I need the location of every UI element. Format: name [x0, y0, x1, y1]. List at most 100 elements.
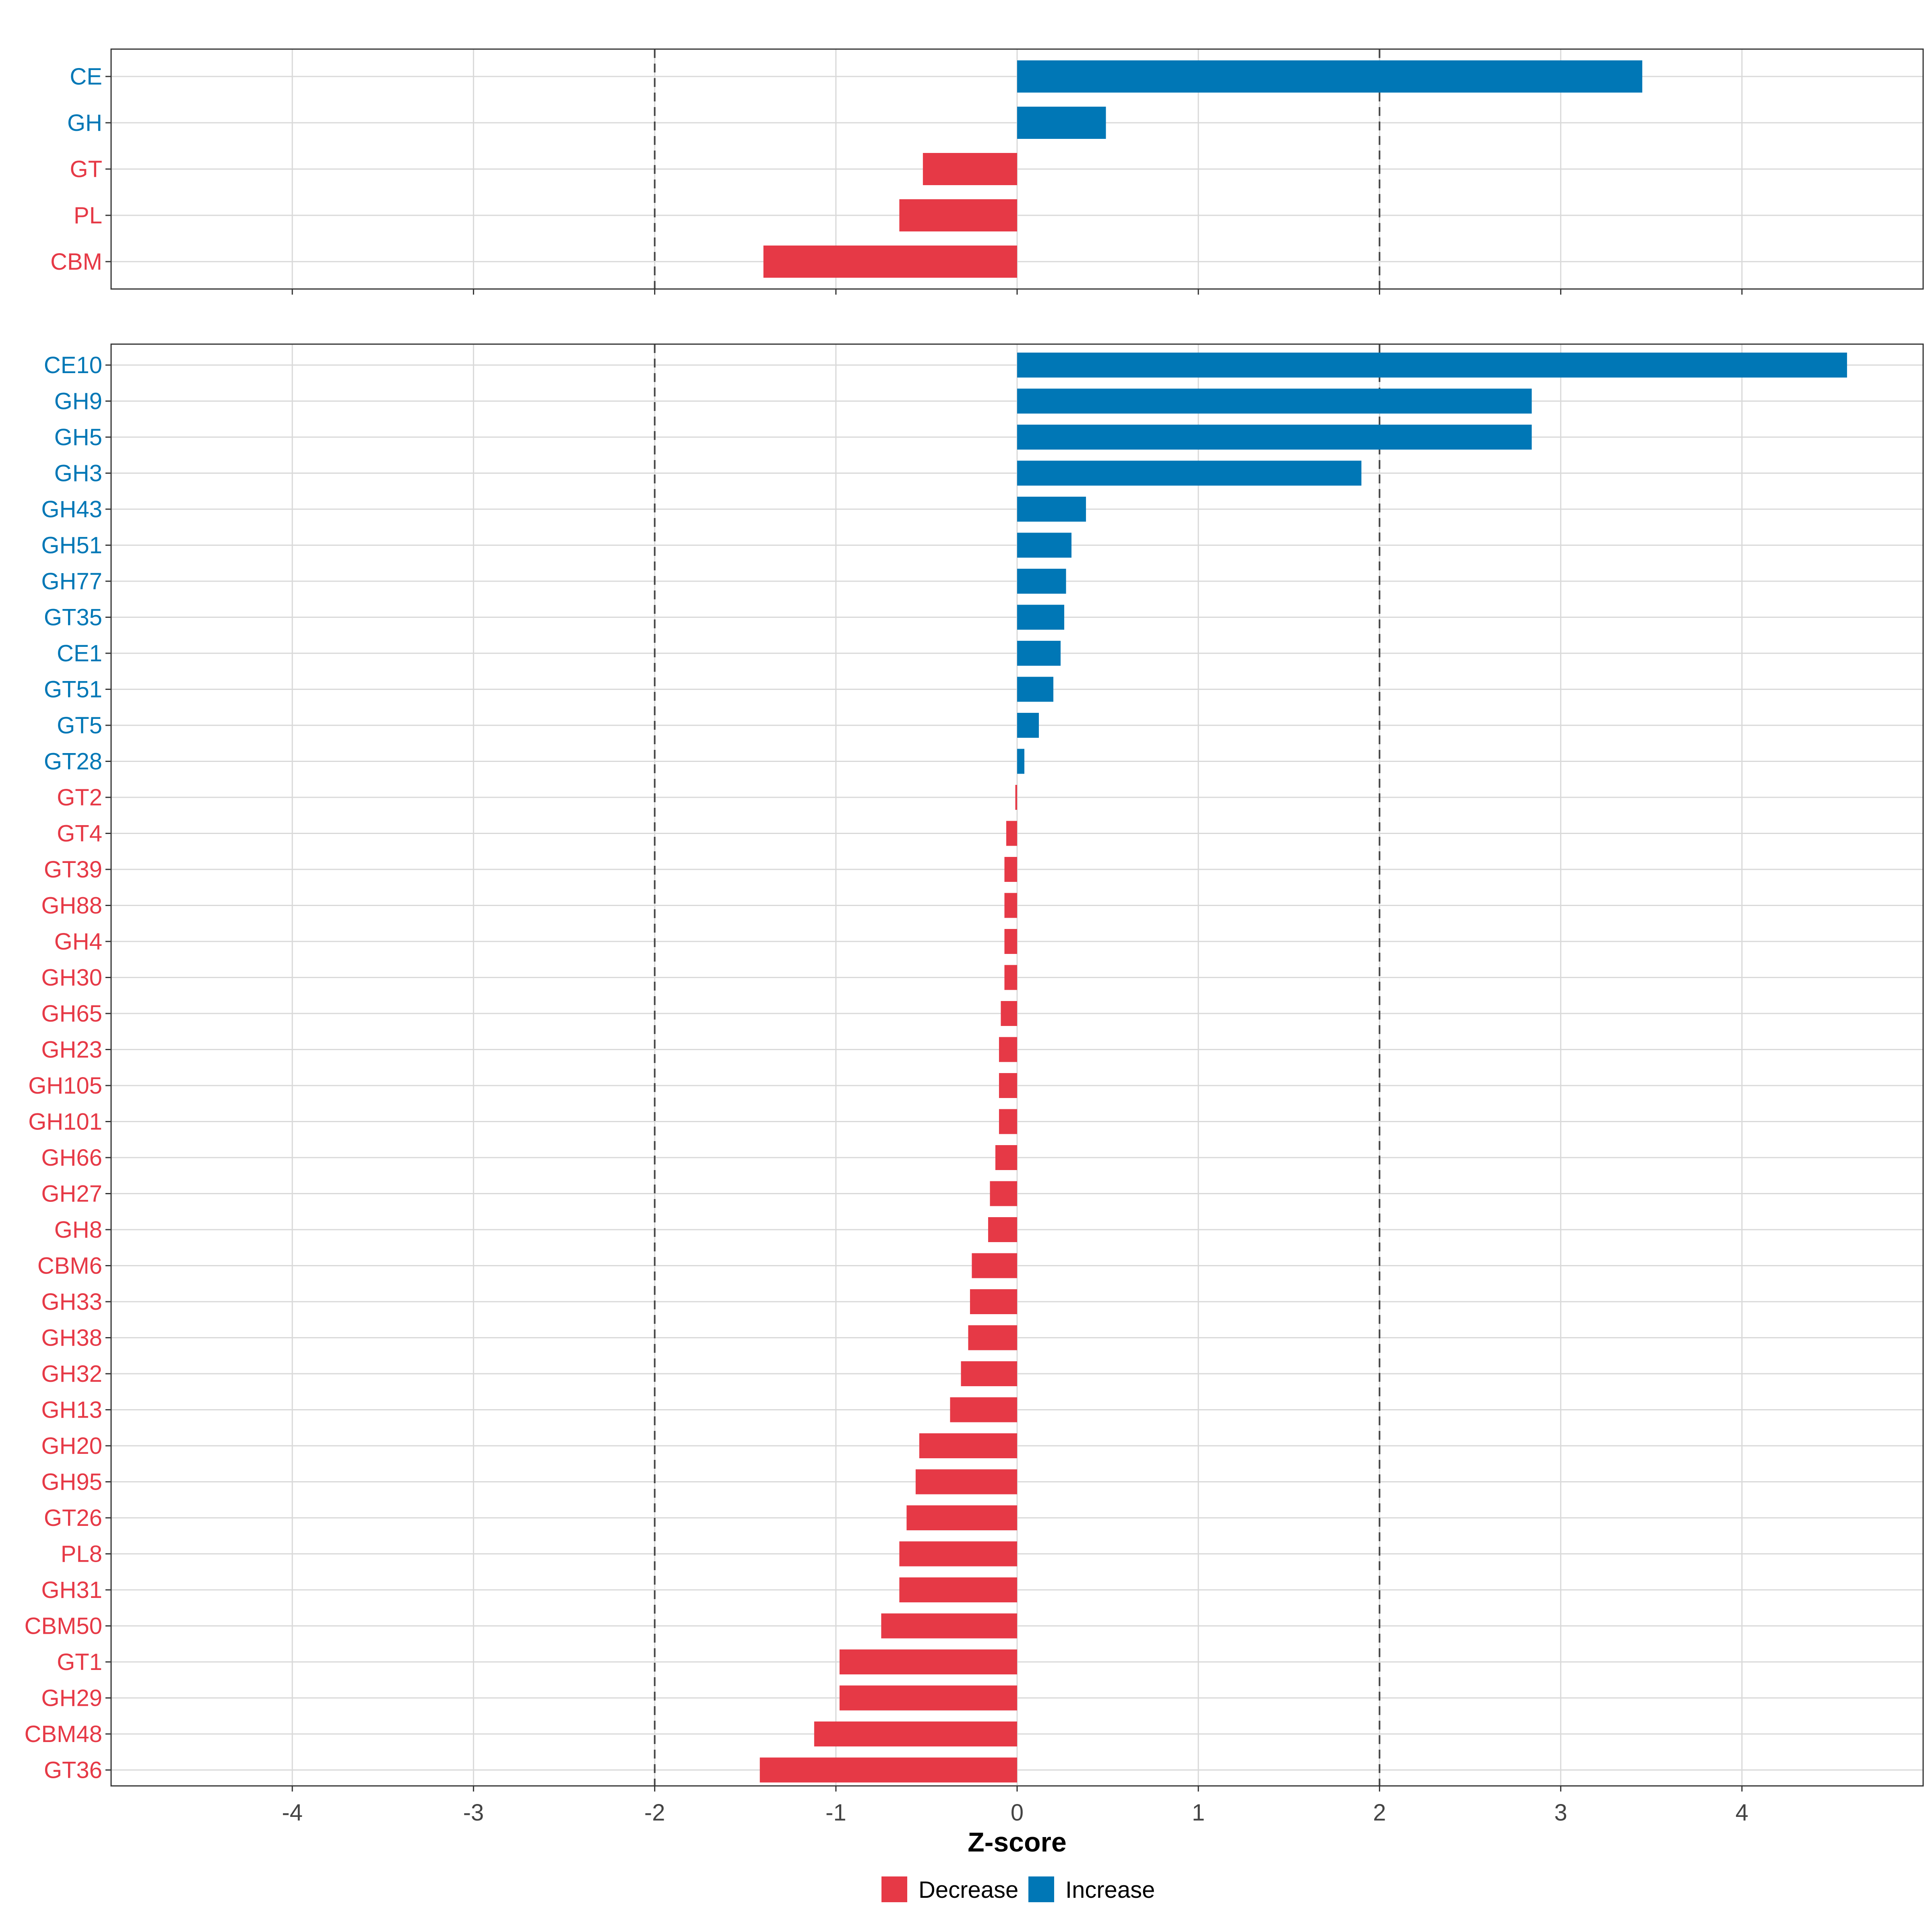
x-tick-label: -1	[826, 1800, 846, 1826]
category-label-CE1: CE1	[57, 640, 102, 667]
category-label-GH33: GH33	[41, 1289, 102, 1315]
bar-GT4	[1006, 821, 1017, 846]
bar-GT28	[1017, 749, 1025, 774]
category-label-GT: GT	[70, 156, 102, 182]
category-label-CBM: CBM	[50, 249, 102, 275]
bar-CBM	[763, 246, 1017, 278]
legend-label-decrease: Decrease	[919, 1877, 1018, 1903]
bar-CBM50	[881, 1613, 1017, 1639]
bar-GT5	[1017, 713, 1039, 738]
bar-GH30	[1004, 965, 1017, 990]
x-tick-label: 4	[1736, 1800, 1748, 1826]
category-label-GH101: GH101	[28, 1109, 102, 1135]
category-label-GH29: GH29	[41, 1685, 102, 1711]
category-label-GT5: GT5	[57, 712, 102, 739]
category-label-GT2: GT2	[57, 784, 102, 811]
category-label-GH65: GH65	[41, 1001, 102, 1027]
bar-GH4	[1004, 929, 1017, 954]
x-tick-label: -4	[282, 1800, 303, 1826]
bar-GT39	[1004, 857, 1017, 882]
legend-swatch-increase	[1028, 1876, 1054, 1902]
category-label-GH9: GH9	[54, 388, 102, 415]
bar-GH33	[970, 1289, 1017, 1314]
x-tick-label: 1	[1192, 1800, 1205, 1826]
bar-PL8	[899, 1541, 1017, 1567]
bar-GH38	[968, 1325, 1017, 1350]
category-label-CE10: CE10	[44, 352, 102, 378]
category-label-PL8: PL8	[61, 1541, 102, 1567]
family-panel: CE GH GT PL CBM	[50, 48, 1924, 295]
category-label-GT35: GT35	[44, 605, 102, 631]
category-label-GT28: GT28	[44, 749, 102, 775]
bar-CE	[1017, 60, 1643, 93]
bar-GH95	[915, 1469, 1017, 1494]
category-label-GH51: GH51	[41, 533, 102, 559]
bar-GH43	[1017, 497, 1086, 522]
bar-GT	[923, 153, 1017, 185]
bar-GH101	[999, 1109, 1017, 1134]
bar-GH20	[919, 1433, 1017, 1458]
category-label-GH5: GH5	[54, 424, 102, 450]
bar-GT35	[1017, 605, 1065, 630]
category-label-CBM6: CBM6	[37, 1253, 102, 1279]
category-label-GT26: GT26	[44, 1505, 102, 1531]
category-label-GH77: GH77	[41, 568, 102, 594]
bar-GH8	[988, 1217, 1017, 1242]
bar-GT1	[839, 1649, 1017, 1674]
category-label-GH32: GH32	[41, 1361, 102, 1387]
bar-PL	[899, 199, 1017, 231]
category-label-GH27: GH27	[41, 1181, 102, 1207]
category-label-GH8: GH8	[54, 1217, 102, 1243]
bar-CBM6	[972, 1253, 1017, 1278]
bar-GT26	[906, 1505, 1017, 1530]
bar-GH3	[1017, 460, 1362, 486]
bar-GH32	[961, 1361, 1017, 1386]
bar-GH77	[1017, 569, 1066, 594]
category-label-GH13: GH13	[41, 1397, 102, 1423]
x-tick-label: -3	[463, 1800, 484, 1826]
x-axis-title: Z-score	[968, 1827, 1067, 1858]
x-tick-label: 3	[1554, 1800, 1567, 1826]
bar-GH66	[995, 1145, 1017, 1170]
category-label-GT4: GT4	[57, 821, 102, 847]
bar-GH13	[950, 1397, 1017, 1422]
category-label-CBM50: CBM50	[25, 1613, 102, 1639]
category-label-GH30: GH30	[41, 965, 102, 991]
bar-GH	[1017, 107, 1106, 139]
category-label-GT1: GT1	[57, 1649, 102, 1675]
bar-CE10	[1017, 353, 1847, 378]
category-label-GH88: GH88	[41, 893, 102, 919]
bar-GH51	[1017, 533, 1072, 558]
bar-GT36	[760, 1757, 1017, 1783]
subfamily-panel: CE10 GH9 GH5 GH3 GH43 GH51 GH77 GT35 CE1 GT51 GT5 G…	[25, 343, 1924, 1792]
bar-GH31	[899, 1577, 1017, 1602]
bar-GH27	[990, 1181, 1017, 1206]
bar-GH29	[839, 1685, 1017, 1711]
category-label-GH4: GH4	[54, 929, 102, 955]
category-label-PL: PL	[74, 202, 102, 229]
category-label-CBM48: CBM48	[25, 1721, 102, 1747]
x-tick-label: -2	[644, 1800, 665, 1826]
category-label-GT51: GT51	[44, 677, 102, 703]
category-label-GH38: GH38	[41, 1325, 102, 1351]
category-label-GH: GH	[67, 110, 102, 136]
legend-swatch-decrease	[881, 1876, 907, 1902]
category-label-GH105: GH105	[28, 1073, 102, 1099]
legend-label-increase: Increase	[1065, 1877, 1155, 1903]
bar-GH9	[1017, 388, 1532, 414]
bar-GH105	[999, 1073, 1017, 1098]
bar-GH23	[999, 1037, 1017, 1062]
category-label-GT39: GT39	[44, 857, 102, 883]
category-label-GH31: GH31	[41, 1577, 102, 1603]
x-tick-label: 2	[1373, 1800, 1386, 1826]
legend: Decrease Increase	[881, 1876, 1155, 1903]
bar-GT2	[1015, 785, 1017, 810]
category-label-GH43: GH43	[41, 496, 102, 522]
category-label-GH23: GH23	[41, 1037, 102, 1063]
category-label-GH3: GH3	[54, 460, 102, 487]
bar-GH88	[1004, 893, 1017, 918]
bar-GT51	[1017, 677, 1054, 702]
x-tick-label: 0	[1011, 1800, 1024, 1826]
bar-GH65	[1001, 1001, 1017, 1026]
